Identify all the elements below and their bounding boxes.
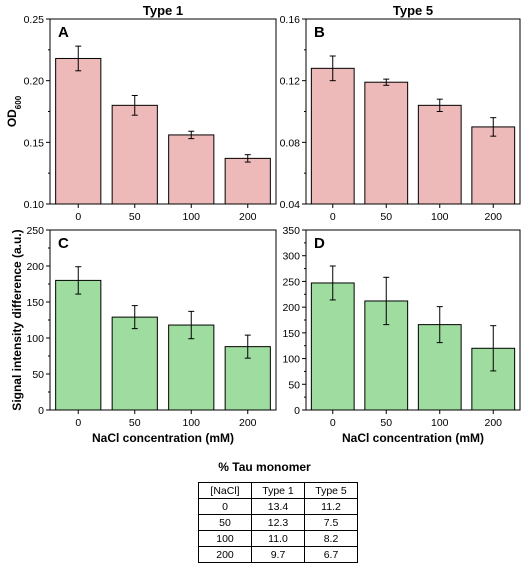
x-tick-label: 0	[75, 417, 81, 429]
y-tick-label: 0.12	[280, 76, 301, 88]
bar	[310, 67, 355, 205]
table-header-cell: [NaCl]	[198, 482, 252, 499]
x-tick-label: 50	[380, 417, 392, 429]
x-tick-label: 100	[431, 417, 449, 429]
y-axis-label-subscript: 600	[14, 95, 23, 109]
x-tick-label: 0	[330, 417, 336, 429]
y-tick-label: 150	[282, 328, 300, 340]
bar	[111, 104, 158, 205]
bar	[168, 324, 215, 411]
panel-label: D	[314, 235, 325, 252]
panel-title: Type 1	[143, 3, 183, 18]
bar	[168, 134, 215, 205]
y-tick-label: 100	[26, 333, 44, 345]
bar	[111, 316, 158, 411]
y-tick-label: 150	[26, 297, 44, 309]
y-tick-label: 0.15	[24, 137, 45, 149]
table-row: 200 9.7 6.7	[198, 546, 358, 563]
table-cell: 11.0	[251, 530, 305, 547]
bar	[310, 282, 355, 411]
y-tick-label: 200	[282, 302, 300, 314]
table-cell: 13.4	[251, 498, 305, 515]
y-tick-label: 300	[282, 251, 300, 263]
bar	[471, 126, 516, 205]
panel-label: A	[58, 24, 69, 41]
bar	[55, 57, 102, 205]
table-cell: 200	[198, 546, 252, 563]
y-tick-label: 50	[288, 379, 300, 391]
y-tick-label: 0.25	[24, 14, 45, 26]
table-cell: 6.7	[304, 546, 358, 563]
y-tick-label: 250	[26, 225, 44, 237]
table-cell: 11.2	[304, 498, 358, 515]
bar	[417, 104, 462, 205]
x-axis-label: NaCl concentration (mM)	[342, 431, 484, 445]
table-row: 100 11.0 8.2	[198, 530, 358, 547]
ylabel-signal-intensity: Signal intensity difference (a.u.)	[10, 229, 24, 411]
table-title: % Tau monomer	[218, 460, 311, 474]
y-tick-label: 200	[26, 261, 44, 273]
tau-monomer-table: [NaCl] Type 1 Type 5 0 13.4 11.2 50 12.3…	[198, 482, 358, 563]
y-tick-label: 100	[282, 354, 300, 366]
table-header-cell: Type 1	[251, 482, 305, 499]
table-cell: 12.3	[251, 514, 305, 531]
table-cell: 8.2	[304, 530, 358, 547]
y-tick-label: 250	[282, 276, 300, 288]
bar	[55, 279, 102, 411]
table-cell: 9.7	[251, 546, 305, 563]
table-cell: 50	[198, 514, 252, 531]
x-tick-label: 200	[484, 417, 502, 429]
x-tick-label: 50	[380, 211, 392, 223]
table-cell: 0	[198, 498, 252, 515]
table-row: 50 12.3 7.5	[198, 514, 358, 531]
table-header-cell: Type 5	[304, 482, 358, 499]
y-tick-label: 0	[38, 405, 44, 417]
table-row: 0 13.4 11.2	[198, 498, 358, 515]
x-tick-label: 200	[239, 417, 257, 429]
table-header-row: [NaCl] Type 1 Type 5	[198, 482, 358, 499]
y-tick-label: 0.10	[24, 199, 45, 211]
y-tick-label: 350	[282, 225, 300, 237]
x-tick-label: 0	[330, 211, 336, 223]
x-tick-label: 100	[431, 211, 449, 223]
panel-title: Type 5	[393, 3, 433, 18]
x-tick-label: 200	[239, 211, 257, 223]
x-tick-label: 100	[182, 417, 200, 429]
x-tick-label: 0	[75, 211, 81, 223]
y-axis-label-main: OD	[5, 109, 19, 127]
panel-label: B	[314, 24, 325, 41]
bar	[364, 81, 409, 205]
bar	[224, 157, 271, 205]
table-cell: 7.5	[304, 514, 358, 531]
y-tick-label: 0.20	[24, 76, 45, 88]
table-cell: 100	[198, 530, 252, 547]
y-tick-label: 0.16	[280, 14, 301, 26]
y-tick-label: 50	[32, 369, 44, 381]
y-tick-label: 0	[294, 405, 300, 417]
y-tick-label: 0.04	[280, 199, 301, 211]
x-tick-label: 50	[129, 417, 141, 429]
x-axis-label: NaCl concentration (mM)	[92, 431, 234, 445]
figure-canvas: 0 50 100 200 0.10 0.15 0.20 0.25 A Type 1 OD600 0 50…	[5, 3, 521, 445]
y-axis-label: OD600	[5, 95, 23, 127]
x-tick-label: 200	[484, 211, 502, 223]
panel-label: C	[58, 235, 69, 252]
x-tick-label: 50	[129, 211, 141, 223]
x-tick-label: 100	[182, 211, 200, 223]
y-tick-label: 0.08	[280, 137, 301, 149]
